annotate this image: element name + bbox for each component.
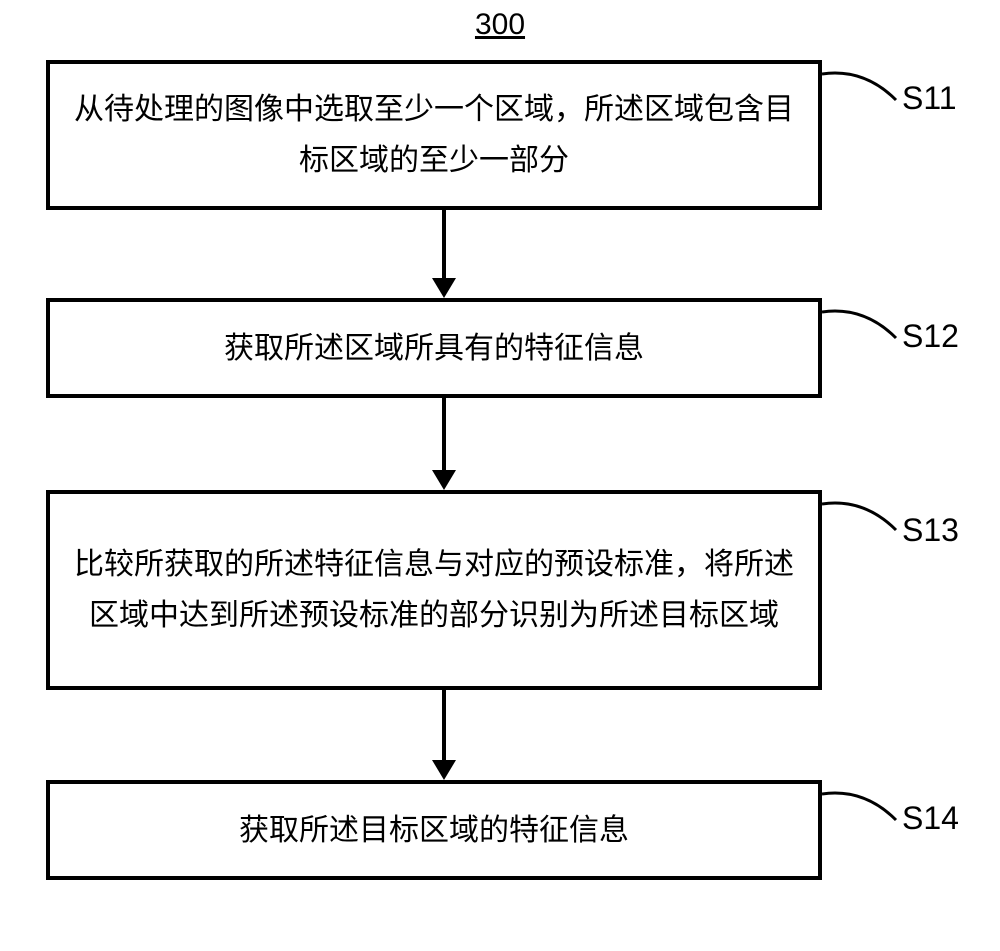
arrow-s12-s13: [432, 398, 456, 490]
step-text-s11: 从待处理的图像中选取至少一个区域，所述区域包含目标区域的至少一部分: [70, 84, 798, 186]
step-text-s14: 获取所述目标区域的特征信息: [239, 805, 629, 856]
step-label-s11: S11: [902, 80, 957, 117]
connector-s14: [822, 788, 902, 828]
arrow-s11-s12: [432, 210, 456, 298]
step-label-s14: S14: [902, 800, 959, 837]
step-box-s12: 获取所述区域所具有的特征信息: [46, 298, 822, 398]
step-box-s13: 比较所获取的所述特征信息与对应的预设标准，将所述区域中达到所述预设标准的部分识别…: [46, 490, 822, 690]
step-box-s11: 从待处理的图像中选取至少一个区域，所述区域包含目标区域的至少一部分: [46, 60, 822, 210]
connector-s12: [822, 306, 902, 346]
connector-s13: [822, 498, 902, 538]
step-label-s12: S12: [902, 318, 959, 355]
step-text-s13: 比较所获取的所述特征信息与对应的预设标准，将所述区域中达到所述预设标准的部分识别…: [70, 539, 798, 641]
diagram-title: 300: [0, 8, 1000, 42]
step-label-s13: S13: [902, 512, 959, 549]
arrow-s13-s14: [432, 690, 456, 780]
step-text-s12: 获取所述区域所具有的特征信息: [224, 323, 644, 374]
connector-s11: [822, 68, 902, 108]
step-box-s14: 获取所述目标区域的特征信息: [46, 780, 822, 880]
